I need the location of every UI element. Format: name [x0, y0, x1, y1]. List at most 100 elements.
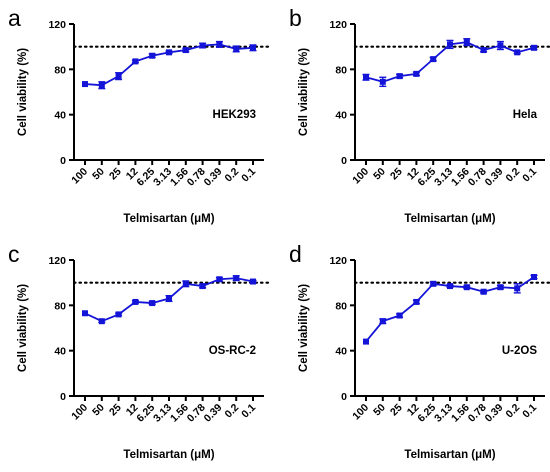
x-tick-label: 0.2 — [504, 402, 523, 421]
x-tick-label: 25 — [107, 402, 124, 419]
x-tick-label: 0.2 — [223, 402, 242, 421]
y-axis-title: Cell viability (%) — [17, 284, 29, 372]
x-tick-label: 50 — [90, 402, 107, 419]
x-tick-label: 0.1 — [239, 402, 258, 421]
data-point — [531, 44, 537, 51]
x-tick-label: 100 — [350, 166, 371, 187]
data-point — [463, 39, 470, 46]
y-tick-label: 0 — [341, 391, 347, 403]
x-tick-label: 0.1 — [520, 166, 539, 185]
y-tick-label: 120 — [48, 255, 66, 267]
x-axis-title: Telmisartan (μM) — [404, 449, 495, 461]
x-tick-label: 100 — [350, 402, 371, 423]
data-point — [497, 284, 504, 291]
y-tick-label: 40 — [54, 110, 66, 122]
data-point — [233, 45, 240, 52]
y-tick-label: 0 — [60, 391, 66, 403]
data-point — [98, 82, 105, 89]
data-point — [250, 44, 256, 51]
panel-letter: b — [289, 5, 302, 31]
data-point — [82, 81, 88, 88]
data-point — [396, 73, 403, 80]
y-tick-label: 120 — [329, 255, 347, 267]
data-point — [82, 310, 88, 317]
data-point — [233, 275, 240, 282]
data-point — [413, 70, 420, 77]
data-point — [363, 338, 369, 345]
data-point — [480, 288, 487, 295]
data-point — [363, 74, 369, 81]
data-point — [480, 47, 487, 54]
data-point — [216, 41, 223, 48]
panel-letter: a — [8, 5, 21, 31]
data-point — [149, 52, 156, 59]
data-point — [250, 278, 256, 285]
y-tick-label: 80 — [54, 64, 66, 76]
data-point — [497, 42, 504, 49]
y-tick-label: 80 — [54, 300, 66, 312]
data-point — [514, 285, 521, 292]
x-tick-label: 0.2 — [504, 166, 523, 185]
x-tick-label: 25 — [107, 166, 124, 183]
x-tick-label: 50 — [371, 402, 388, 419]
cell-line-label: U-2OS — [502, 345, 537, 357]
data-point — [216, 276, 223, 283]
y-axis-title: Cell viability (%) — [17, 48, 29, 136]
x-tick-label: 0.2 — [223, 166, 242, 185]
x-axis-title: Telmisartan (μM) — [404, 213, 495, 225]
x-tick-label: 0.1 — [520, 402, 539, 421]
data-point — [463, 284, 470, 291]
x-tick-label: 25 — [388, 166, 405, 183]
data-point — [199, 283, 206, 290]
data-point — [379, 78, 386, 85]
data-point — [115, 73, 122, 80]
x-axis-title: Telmisartan (μM) — [123, 449, 214, 461]
y-tick-label: 120 — [329, 19, 347, 31]
x-tick-label: 0.39 — [483, 166, 506, 189]
data-point — [396, 312, 403, 319]
cell-line-label: HEK293 — [213, 109, 256, 121]
x-tick-label: 50 — [371, 166, 388, 183]
y-axis-title: Cell viability (%) — [298, 48, 310, 136]
data-point — [115, 311, 122, 318]
data-point — [149, 300, 156, 307]
data-point — [447, 41, 453, 48]
y-tick-label: 40 — [54, 346, 66, 358]
y-tick-label: 80 — [335, 64, 347, 76]
data-point — [413, 298, 420, 305]
data-point — [379, 318, 386, 325]
y-axis-title: Cell viability (%) — [298, 284, 310, 372]
y-tick-label: 120 — [48, 19, 66, 31]
data-point — [447, 283, 453, 290]
data-point — [430, 280, 437, 287]
x-tick-label: 0.39 — [202, 402, 225, 425]
y-tick-label: 0 — [341, 155, 347, 167]
cell-line-label: Hela — [513, 109, 538, 121]
data-point — [132, 298, 139, 305]
panel-letter: d — [289, 241, 302, 267]
data-point — [182, 280, 189, 287]
data-point — [430, 56, 437, 63]
data-point — [132, 58, 139, 65]
x-tick-label: 100 — [69, 402, 90, 423]
y-tick-label: 40 — [335, 110, 347, 122]
x-tick-label: 50 — [90, 166, 107, 183]
y-tick-label: 0 — [60, 155, 66, 167]
data-point — [98, 318, 105, 325]
x-axis-title: Telmisartan (μM) — [123, 213, 214, 225]
x-tick-label: 0.1 — [239, 166, 258, 185]
cell-line-label: OS-RC-2 — [209, 345, 256, 357]
x-tick-label: 100 — [69, 166, 90, 187]
data-point — [166, 295, 172, 302]
x-tick-label: 0.39 — [202, 166, 225, 189]
data-point — [531, 274, 537, 280]
y-tick-label: 40 — [335, 346, 347, 358]
x-tick-label: 0.39 — [483, 402, 506, 425]
y-tick-label: 80 — [335, 300, 347, 312]
x-tick-label: 25 — [388, 402, 405, 419]
